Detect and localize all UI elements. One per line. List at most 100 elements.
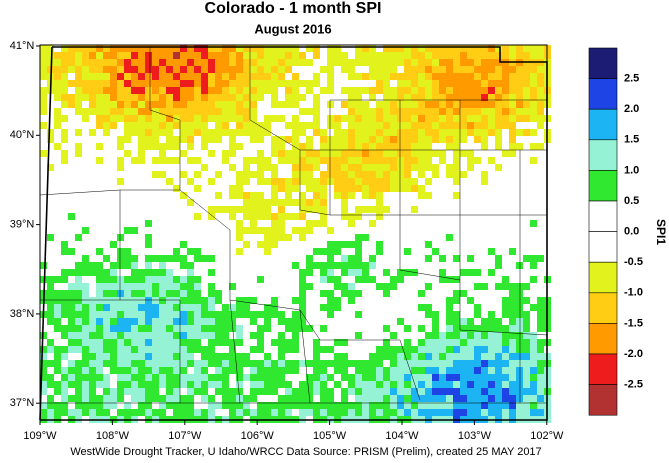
- map-cell: [369, 388, 376, 395]
- map-cell: [243, 108, 250, 115]
- map-cell: [383, 311, 390, 318]
- map-cell: [54, 360, 61, 367]
- map-cell: [229, 87, 236, 94]
- map-cell: [264, 311, 271, 318]
- map-cell: [215, 178, 222, 185]
- map-cell: [355, 101, 362, 108]
- map-cell: [509, 108, 516, 115]
- map-cell: [481, 115, 488, 122]
- map-cell: [537, 87, 544, 94]
- map-cell: [418, 255, 425, 262]
- map-cell: [110, 409, 117, 416]
- map-cell: [264, 94, 271, 101]
- map-cell: [61, 290, 68, 297]
- map-cell: [348, 220, 355, 227]
- map-cell: [362, 164, 369, 171]
- map-cell: [208, 346, 215, 353]
- map-cell: [467, 150, 474, 157]
- map-cell: [110, 395, 117, 402]
- map-cell: [271, 353, 278, 360]
- map-cell: [166, 353, 173, 360]
- map-cell: [418, 66, 425, 73]
- map-cell: [138, 213, 145, 220]
- map-cell: [180, 255, 187, 262]
- map-cell: [488, 164, 495, 171]
- map-cell: [362, 409, 369, 416]
- map-cell: [362, 374, 369, 381]
- map-cell: [68, 241, 75, 248]
- map-cell: [537, 283, 544, 290]
- map-cell: [523, 136, 530, 143]
- map-cell: [264, 227, 271, 234]
- map-cell: [474, 395, 481, 402]
- map-cell: [404, 136, 411, 143]
- map-cell: [523, 122, 530, 129]
- map-cell: [474, 101, 481, 108]
- map-cell: [54, 346, 61, 353]
- map-cell: [194, 367, 201, 374]
- map-cell: [348, 346, 355, 353]
- map-cell: [208, 262, 215, 269]
- map-cell: [229, 241, 236, 248]
- map-cell: [334, 150, 341, 157]
- map-cell: [117, 171, 124, 178]
- map-cell: [243, 73, 250, 80]
- map-cell: [425, 318, 432, 325]
- map-cell: [523, 73, 530, 80]
- map-cell: [264, 290, 271, 297]
- map-cell: [418, 297, 425, 304]
- map-cell: [194, 108, 201, 115]
- map-cell: [173, 220, 180, 227]
- map-cell: [75, 115, 82, 122]
- map-cell: [467, 276, 474, 283]
- map-cell: [257, 290, 264, 297]
- map-cell: [110, 87, 117, 94]
- map-cell: [82, 304, 89, 311]
- map-cell: [152, 248, 159, 255]
- map-cell: [327, 213, 334, 220]
- map-cell: [271, 332, 278, 339]
- map-cell: [411, 87, 418, 94]
- map-cell: [397, 248, 404, 255]
- map-cell: [292, 59, 299, 66]
- map-cell: [334, 73, 341, 80]
- map-cell: [264, 269, 271, 276]
- map-cell: [537, 276, 544, 283]
- map-cell: [82, 150, 89, 157]
- map-cell: [313, 374, 320, 381]
- map-cell: [369, 290, 376, 297]
- map-cell: [327, 94, 334, 101]
- map-cell: [439, 325, 446, 332]
- map-cell: [215, 45, 222, 52]
- map-cell: [509, 409, 516, 416]
- map-cell: [495, 339, 502, 346]
- map-cell: [446, 122, 453, 129]
- map-cell: [306, 143, 313, 150]
- map-cell: [502, 283, 509, 290]
- map-cell: [243, 276, 250, 283]
- map-cell: [103, 367, 110, 374]
- map-cell: [257, 52, 264, 59]
- map-cell: [474, 199, 481, 206]
- map-cell: [481, 108, 488, 115]
- map-cell: [334, 192, 341, 199]
- map-cell: [313, 304, 320, 311]
- map-cell: [411, 73, 418, 80]
- map-cell: [89, 402, 96, 409]
- map-cell: [222, 325, 229, 332]
- map-cell: [299, 164, 306, 171]
- map-cell: [145, 311, 152, 318]
- map-cell: [348, 388, 355, 395]
- map-cell: [334, 206, 341, 213]
- map-cell: [250, 367, 257, 374]
- map-cell: [61, 150, 68, 157]
- map-cell: [278, 87, 285, 94]
- map-cell: [299, 52, 306, 59]
- map-cell: [173, 269, 180, 276]
- map-cell: [264, 171, 271, 178]
- map-cell: [292, 325, 299, 332]
- map-cell: [411, 227, 418, 234]
- map-cell: [502, 150, 509, 157]
- map-cell: [313, 171, 320, 178]
- map-cell: [383, 367, 390, 374]
